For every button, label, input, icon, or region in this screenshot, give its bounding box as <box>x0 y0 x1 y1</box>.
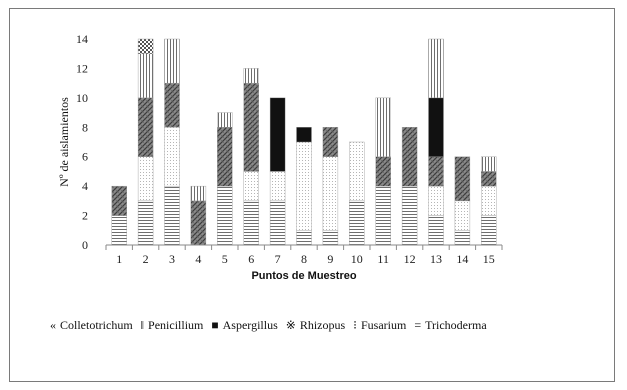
bar-segment-trichoderma <box>375 185 391 246</box>
bar-segment-colletotrichum <box>137 38 154 54</box>
y-axis-title: Nº de aislamientos <box>57 97 71 187</box>
bar-segment-rhizopus <box>243 82 259 172</box>
bar-segment-rhizopus <box>164 82 180 128</box>
bar-segment-trichoderma <box>454 230 471 246</box>
x-tick-label: 7 <box>275 252 281 266</box>
y-tick-label: 0 <box>82 238 88 252</box>
bar-segment-aspergillus <box>428 97 444 157</box>
x-tick-label: 11 <box>377 252 389 266</box>
bar-segment-penicillium <box>217 112 233 128</box>
y-tick-label: 2 <box>82 209 88 223</box>
legend: « Colletotrichum ‖ Penicillium ■ Aspergillus ※… <box>50 318 487 332</box>
x-axis-ticks: 1 2 3 4 5 6 7 8 9 10 11 12 13 14 15 <box>105 245 503 266</box>
y-tick-label: 4 <box>82 179 88 193</box>
bar-segment-fusarium <box>428 185 444 216</box>
legend-row: « Colletotrichum ‖ Penicillium ■ Aspergillus ※… <box>50 318 487 332</box>
bar-segment-fusarium <box>349 141 365 202</box>
x-tick-label: 9 <box>327 252 333 266</box>
bar-segment-trichoderma <box>217 185 233 246</box>
legend-label-rhizopus: Rhizopus <box>300 318 346 332</box>
bar-segment-fusarium <box>164 127 180 187</box>
bar-segment-trichoderma <box>428 215 444 246</box>
bar-segment-rhizopus <box>190 200 207 246</box>
y-tick-label: 10 <box>76 91 88 105</box>
bar-segment-rhizopus <box>481 171 497 187</box>
legend-symbol-fusarium: ⁝ <box>353 318 357 332</box>
bar-segment-aspergillus <box>269 97 286 172</box>
bar-segment-penicillium <box>481 156 497 172</box>
bar-segment-penicillium <box>137 53 154 99</box>
x-tick-label: 8 <box>301 252 307 266</box>
y-tick-label: 6 <box>82 150 88 164</box>
bar-segment-rhizopus <box>322 127 339 157</box>
y-tick-label: 12 <box>76 61 88 75</box>
x-tick-label: 6 <box>248 252 254 266</box>
bar-segment-fusarium <box>481 185 497 216</box>
bar-segment-trichoderma <box>296 230 312 246</box>
bar-segment-fusarium <box>296 141 312 231</box>
y-tick-label: 14 <box>76 32 88 46</box>
legend-symbol-colletotrichum: « <box>50 318 56 332</box>
x-tick-label: 13 <box>430 252 442 266</box>
bar-segment-trichoderma <box>269 200 286 246</box>
bar-segment-rhizopus <box>111 185 127 216</box>
bar-segment-trichoderma <box>243 200 259 246</box>
x-tick-label: 4 <box>195 252 201 266</box>
figure-frame: 0 2 4 6 8 10 12 14 1 2 3 4 5 6 7 8 9 10 11 12 13 14 15 Nº de … <box>9 8 615 382</box>
legend-symbol-trichoderma: = <box>414 318 421 332</box>
bar-segment-rhizopus <box>401 127 418 187</box>
x-tick-label: 14 <box>456 252 468 266</box>
bar-segment-trichoderma <box>349 200 365 246</box>
bar-segment-rhizopus <box>454 156 471 202</box>
legend-label-colletotrichum: Colletotrichum <box>60 318 133 332</box>
legend-symbol-penicillium: ‖ <box>141 318 144 332</box>
x-tick-label: 1 <box>116 252 122 266</box>
legend-symbol-aspergillus: ■ <box>211 318 218 332</box>
bar-segment-trichoderma <box>137 200 154 246</box>
bar-segment-rhizopus <box>217 127 233 187</box>
bar-segment-penicillium <box>428 38 444 99</box>
bar-segment-rhizopus <box>375 156 391 187</box>
bar-segment-trichoderma <box>164 185 180 246</box>
bar-stacks <box>111 38 497 246</box>
bar-segment-trichoderma <box>322 230 339 246</box>
bar-segment-trichoderma <box>111 215 127 246</box>
bar-segment-penicillium <box>190 185 207 202</box>
bar-segment-rhizopus <box>137 97 154 157</box>
bar-segment-rhizopus <box>428 156 444 187</box>
x-tick-label: 3 <box>169 252 175 266</box>
x-tick-label: 5 <box>222 252 228 266</box>
bar-segment-fusarium <box>454 200 471 231</box>
bar-segment-trichoderma <box>481 215 497 246</box>
bar-segment-trichoderma <box>401 185 418 246</box>
legend-label-aspergillus: Aspergillus <box>223 318 278 332</box>
legend-label-penicillium: Penicillium <box>148 318 204 332</box>
legend-label-trichoderma: Trichoderma <box>425 318 487 332</box>
x-tick-label: 10 <box>351 252 363 266</box>
legend-symbol-rhizopus: ※ <box>286 318 296 332</box>
bar-segment-penicillium <box>164 38 180 84</box>
bar-segment-penicillium <box>243 68 259 84</box>
y-axis-ticks: 0 2 4 6 8 10 12 14 <box>76 32 88 252</box>
bar-segment-fusarium <box>137 156 154 202</box>
y-tick-label: 8 <box>82 120 88 134</box>
bar-segment-penicillium <box>375 97 391 157</box>
bar-segment-fusarium <box>269 171 286 202</box>
bar-segment-fusarium <box>243 171 259 202</box>
x-tick-label: 15 <box>483 252 495 266</box>
bar-segment-fusarium <box>322 156 339 231</box>
x-tick-label: 2 <box>143 252 149 266</box>
x-axis-title: Puntos de Muestreo <box>251 270 356 282</box>
bar-segment-aspergillus <box>296 127 312 143</box>
x-tick-label: 12 <box>404 252 416 266</box>
legend-label-fusarium: Fusarium <box>361 318 407 332</box>
